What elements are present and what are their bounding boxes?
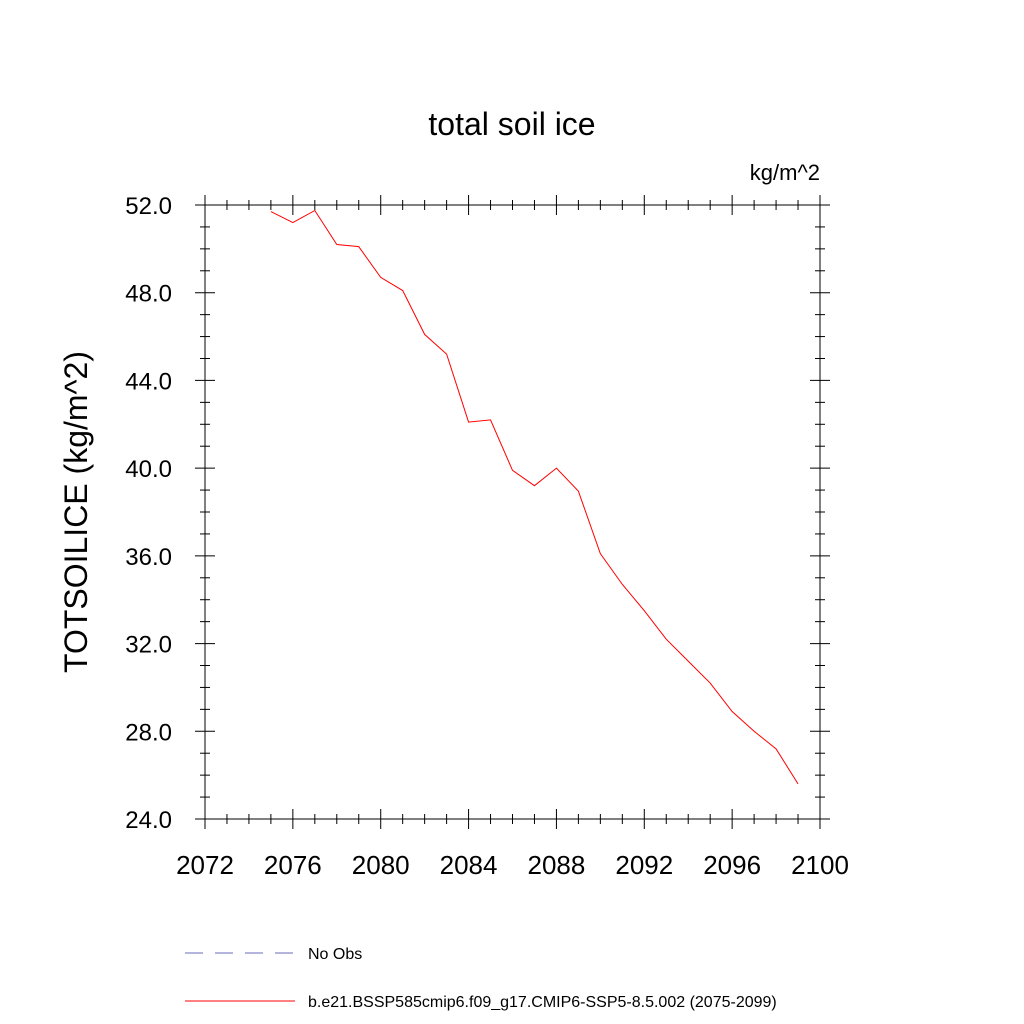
y-tick-label: 28.0	[125, 719, 172, 746]
axis-ticks: 2072 2076 2080 2084 2088 2092 2096 2100 24.0 28.0…	[125, 193, 849, 880]
x-tick-label: 2072	[176, 850, 234, 880]
series-layer	[270, 209, 799, 785]
y-axis-label: TOTSOILICE (kg/m^2)	[58, 351, 94, 673]
x-tick-label: 2088	[528, 850, 586, 880]
legend: No Obs b.e21.BSSP585cmip6.f09_g17.CMIP6-S…	[185, 946, 777, 1011]
y-tick-label: 52.0	[125, 193, 172, 220]
x-tick-label: 2092	[615, 850, 673, 880]
x-tick-label: 2076	[264, 850, 322, 880]
series-line	[270, 209, 799, 785]
x-tick-label: 2100	[791, 850, 849, 880]
y-tick-label: 36.0	[125, 544, 172, 571]
plot-frame	[204, 204, 821, 820]
x-tick-label: 2096	[703, 850, 761, 880]
x-tick-label: 2080	[352, 850, 410, 880]
x-tick-label: 2084	[440, 850, 498, 880]
y-tick-label: 24.0	[125, 807, 172, 834]
y-tick-label: 32.0	[125, 632, 172, 659]
legend-label: No Obs	[308, 946, 362, 963]
y-tick-label: 40.0	[125, 456, 172, 483]
chart-title: total soil ice	[428, 106, 595, 142]
units-label: kg/m^2	[750, 160, 820, 185]
legend-label: b.e21.BSSP585cmip6.f09_g17.CMIP6-SSP5-8.…	[308, 994, 777, 1011]
y-tick-label: 44.0	[125, 368, 172, 395]
y-tick-label: 48.0	[125, 281, 172, 308]
